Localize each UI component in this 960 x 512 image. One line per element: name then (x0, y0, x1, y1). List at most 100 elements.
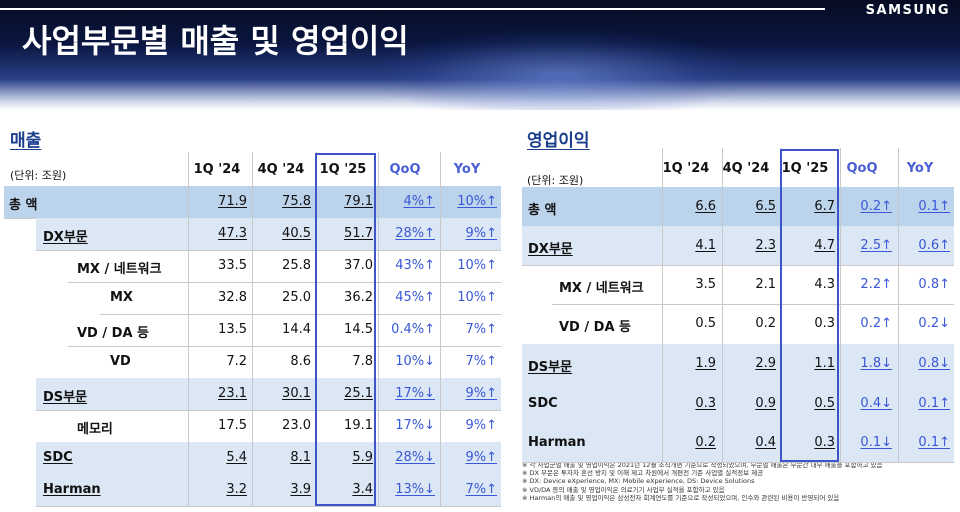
revenue-cell: 7%↑ (465, 354, 497, 369)
revenue-cell: 9%↑ (465, 386, 497, 401)
revenue-col-divider (440, 152, 441, 506)
revenue-cell: 40.5 (282, 226, 311, 241)
profit-cell: 2.2↑ (860, 276, 892, 292)
revenue-cell: 5.4 (226, 450, 247, 465)
revenue-cell: 47.3 (218, 226, 247, 241)
revenue-cell: 45%↑ (395, 290, 435, 305)
profit-cell: 0.6↑ (918, 237, 950, 253)
profit-col-header: 1Q '24 (662, 161, 710, 176)
revenue-cell: 43%↑ (395, 258, 435, 273)
revenue-cell: 17%↓ (395, 418, 435, 433)
revenue-col-header: YoY (453, 162, 481, 177)
profit-row-divider (552, 304, 954, 305)
revenue-row-divider (36, 506, 501, 507)
revenue-col-divider (188, 152, 189, 506)
revenue-cell: 37.0 (344, 258, 373, 273)
revenue-col-divider (252, 152, 253, 506)
revenue-cell: 9%↑ (465, 450, 497, 465)
revenue-cell: 5.9 (352, 450, 373, 465)
profit-cell: 0.1↑ (918, 198, 950, 214)
header-top-line (0, 8, 825, 10)
profit-row-band (522, 187, 954, 226)
revenue-cell: 10%↑ (457, 258, 497, 273)
revenue-cell: 3.4 (352, 482, 373, 497)
revenue-row-label: MX / 네트워크 (77, 262, 162, 277)
revenue-cell: 28%↓ (395, 450, 435, 465)
revenue-row-divider (36, 410, 501, 411)
profit-col-header: 4Q '24 (722, 161, 770, 176)
footnotes: ※ 각 사업군별 매출 및 영업이익은 2021년 12월 조직개편 기준으로 … (522, 461, 958, 502)
profit-cell: 2.1 (755, 276, 776, 292)
profit-col-divider (662, 148, 663, 462)
profit-cell: 4.1 (695, 237, 716, 253)
revenue-cell: 23.0 (282, 418, 311, 433)
profit-row-band (522, 226, 954, 265)
profit-cell: 0.5 (695, 316, 716, 331)
profit-col-divider (898, 148, 899, 462)
profit-col-header: QoQ (846, 161, 878, 176)
revenue-row-label: MX (110, 290, 133, 305)
revenue-cell: 36.2 (344, 290, 373, 305)
revenue-cell: 10%↑ (457, 194, 497, 209)
revenue-cell: 7%↑ (465, 482, 497, 497)
profit-unit: (단위: 조원) (527, 174, 584, 187)
revenue-row-divider (68, 282, 501, 283)
profit-cell: 6.6 (695, 198, 716, 214)
revenue-col-header: 1Q '25 (319, 162, 367, 177)
revenue-row-band (36, 378, 501, 410)
revenue-row-label: VD (110, 354, 131, 369)
revenue-row-divider (36, 250, 501, 251)
revenue-cell: 17%↓ (395, 386, 435, 401)
profit-cell: 0.1↑ (918, 395, 950, 411)
profit-cell: 6.7 (814, 198, 835, 214)
footnote: ※ VD/DA 등의 매출 및 영업이익은 의료기기 사업부 실적을 포함하고 … (522, 485, 725, 494)
revenue-title: 매출 (10, 131, 42, 151)
revenue-cell: 7%↑ (465, 322, 497, 337)
revenue-row-label: 총 액 (9, 198, 38, 213)
page-title: 사업부문별 매출 및 영업이익 (22, 22, 409, 60)
profit-cell: 0.1↑ (918, 434, 950, 450)
profit-cell: 0.2↑ (860, 316, 892, 331)
revenue-cell: 28%↑ (395, 226, 435, 241)
revenue-cell: 4%↑ (403, 194, 435, 209)
revenue-row-label: VD / DA 등 (77, 326, 149, 341)
profit-cell: 2.5↑ (860, 237, 892, 253)
footnote: ※ DX 부문은 투자자 혼선 방지 및 이해 제고 차원에서 개편전 기준 사… (522, 469, 764, 478)
profit-cell: 1.8↓ (860, 356, 892, 371)
revenue-cell: 14.4 (282, 322, 311, 337)
footnote: ※ 각 사업군별 매출 및 영업이익은 2021년 12월 조직개편 기준으로 … (522, 461, 883, 469)
profit-col-header: 1Q '25 (781, 161, 829, 176)
revenue-col-divider (378, 152, 379, 506)
revenue-row-band (36, 442, 501, 474)
revenue-cell: 14.5 (344, 322, 373, 337)
samsung-logo: SAMSUNG (865, 3, 950, 18)
revenue-cell: 10%↓ (395, 354, 435, 369)
footnote: ※ DX: Device eXperience, MX: Mobile eXpe… (522, 477, 755, 486)
revenue-cell: 7.8 (352, 354, 373, 369)
footnote: ※ Harman의 매출 및 영업이익은 삼성전자 회계연도를 기준으로 작성되… (522, 493, 840, 502)
revenue-current-quarter-highlight (315, 153, 376, 506)
profit-cell: 4.7 (814, 237, 835, 253)
profit-cell: 0.3 (814, 316, 835, 331)
revenue-row-label: DX부문 (43, 230, 88, 245)
profit-cell: 6.5 (755, 198, 776, 214)
profit-cell: 0.2 (695, 434, 716, 450)
revenue-cell: 3.9 (290, 482, 311, 497)
profit-cell: 2.9 (755, 356, 776, 371)
revenue-cell: 8.1 (290, 450, 311, 465)
profit-cell: 1.9 (695, 356, 716, 371)
revenue-cell: 8.6 (290, 354, 311, 369)
profit-row-label: SDC (528, 395, 558, 411)
profit-cell: 0.2↑ (860, 198, 892, 214)
profit-cell: 0.9 (755, 395, 776, 411)
profit-row-band (522, 344, 954, 384)
revenue-row-divider (100, 314, 501, 315)
profit-cell: 0.4↓ (860, 395, 892, 411)
profit-cell: 0.3 (695, 395, 716, 411)
revenue-unit: (단위: 조원) (10, 169, 67, 182)
profit-row-band (522, 423, 954, 462)
profit-cell: 0.5 (814, 395, 835, 411)
revenue-cell: 25.0 (282, 290, 311, 305)
profit-row-label: VD / DA 등 (559, 320, 631, 335)
revenue-row-band (36, 218, 501, 250)
